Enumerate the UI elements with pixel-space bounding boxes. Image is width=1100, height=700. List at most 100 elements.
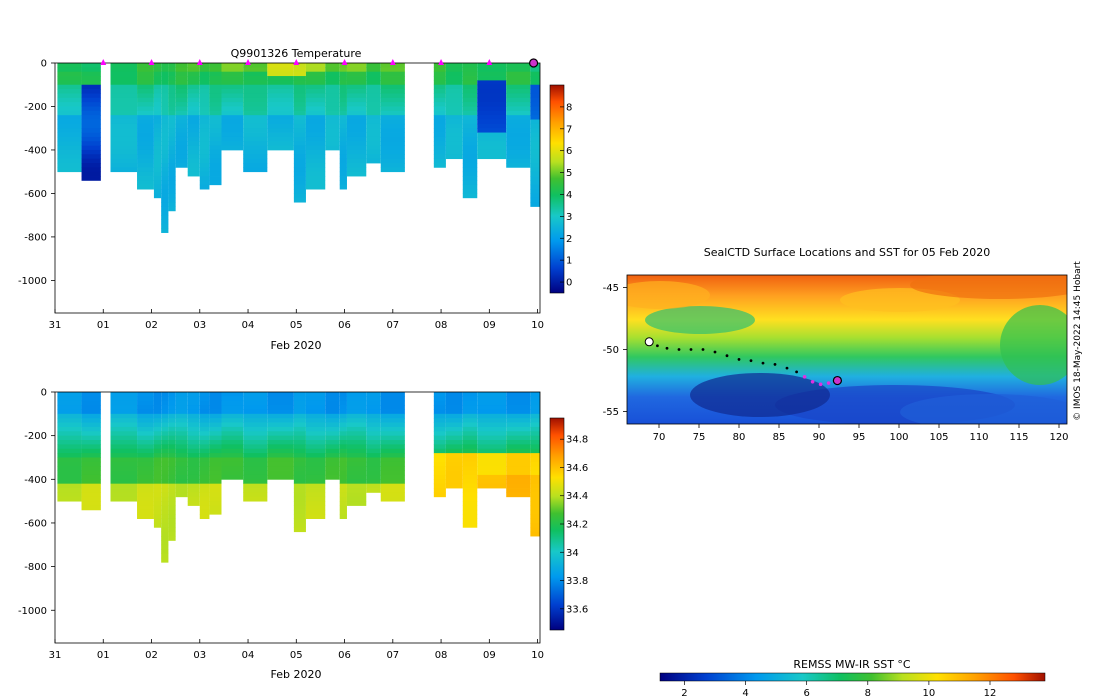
section-cell xyxy=(110,448,138,454)
section-cell xyxy=(346,405,367,410)
section-cell xyxy=(530,453,540,458)
section-cell xyxy=(346,119,367,125)
section-cell xyxy=(267,93,294,99)
section-cell xyxy=(209,488,222,493)
x-tick-label: 90 xyxy=(813,432,826,443)
colorbar-tick-label: 3 xyxy=(566,212,572,223)
section-cell xyxy=(477,474,507,480)
section-cell xyxy=(433,418,446,423)
track-point xyxy=(725,354,729,358)
section-cell xyxy=(339,102,347,107)
section-cell xyxy=(293,180,306,186)
colorbar-tick-label: 4 xyxy=(742,688,748,699)
colorbar-tick-label: 34.8 xyxy=(566,435,588,446)
profile-marker xyxy=(148,59,155,65)
section-cell xyxy=(161,540,169,546)
section-cell xyxy=(57,431,82,437)
section-cell xyxy=(293,63,306,68)
section-cell xyxy=(346,97,367,103)
section-cell xyxy=(445,444,463,450)
section-cell xyxy=(209,413,222,419)
section-cell xyxy=(161,518,169,524)
section-cell xyxy=(175,141,188,147)
section-cell xyxy=(325,141,340,147)
x-tick-label: 115 xyxy=(1009,432,1028,443)
section-cell xyxy=(325,466,340,471)
section-cell xyxy=(81,119,101,125)
track-point xyxy=(826,381,831,385)
section-cell xyxy=(168,422,176,428)
section-cell xyxy=(305,158,326,164)
section-cell xyxy=(175,145,188,151)
section-cell xyxy=(199,461,210,467)
section-cell xyxy=(530,180,540,186)
section-cell xyxy=(137,171,154,177)
section-cell xyxy=(506,71,531,77)
section-cell xyxy=(243,167,268,173)
section-cell xyxy=(433,396,446,402)
section-cell xyxy=(380,154,405,160)
section-cell xyxy=(137,514,154,519)
section-cell xyxy=(81,470,101,476)
section-cell xyxy=(110,84,138,90)
track-point xyxy=(689,348,693,351)
colorbar-tick-label: 8 xyxy=(566,102,572,113)
section-cell xyxy=(243,106,268,112)
section-cell xyxy=(305,132,326,138)
section-cell xyxy=(339,409,347,415)
section-cell xyxy=(530,184,540,190)
x-tick-label: 05 xyxy=(290,650,303,661)
section-cell xyxy=(339,71,347,77)
section-cell xyxy=(221,435,244,441)
section-cell xyxy=(209,483,222,489)
section-cell xyxy=(110,145,138,151)
section-cell xyxy=(506,483,531,489)
section-cell xyxy=(305,448,326,454)
section-cell xyxy=(346,483,367,489)
section-cell xyxy=(199,400,210,406)
section-cell xyxy=(339,514,347,519)
track-point xyxy=(818,382,823,387)
section-cell xyxy=(477,71,507,77)
section-cell xyxy=(137,413,154,419)
section-cell xyxy=(477,106,507,112)
section-cell xyxy=(168,479,176,485)
section-cell xyxy=(339,440,347,445)
section-cell xyxy=(380,119,405,125)
section-cell xyxy=(267,132,294,138)
section-cell xyxy=(209,63,222,68)
section-cell xyxy=(243,400,268,406)
section-cell xyxy=(209,400,222,406)
track-point xyxy=(761,361,765,365)
section-cell xyxy=(293,518,306,524)
section-cell xyxy=(530,171,540,177)
colorbar-tick-label: 2 xyxy=(681,688,687,699)
section-cell xyxy=(161,531,169,537)
section-cell xyxy=(137,405,154,410)
section-cell xyxy=(380,470,405,476)
x-tick-label: 85 xyxy=(773,432,786,443)
section-cell xyxy=(175,431,188,437)
temperature-colorbar xyxy=(549,84,565,294)
section-cell xyxy=(57,405,82,410)
section-cell xyxy=(305,176,326,181)
section-cell xyxy=(339,149,347,155)
section-cell xyxy=(462,440,478,445)
x-tick-label: 08 xyxy=(435,320,448,331)
section-cell xyxy=(380,128,405,133)
section-cell xyxy=(168,171,176,177)
section-cell xyxy=(209,396,222,402)
section-cell xyxy=(199,67,210,73)
section-cell xyxy=(325,418,340,423)
track-point xyxy=(665,346,669,350)
colorbar-tick-label: 0 xyxy=(566,278,572,289)
section-cell xyxy=(161,544,169,550)
section-cell xyxy=(153,145,162,151)
section-cell xyxy=(161,132,169,138)
section-cell xyxy=(293,522,306,528)
section-cell xyxy=(57,163,82,168)
section-cell xyxy=(325,448,340,454)
section-cell xyxy=(267,80,294,86)
section-cell xyxy=(81,149,101,155)
section-cell xyxy=(221,405,244,410)
